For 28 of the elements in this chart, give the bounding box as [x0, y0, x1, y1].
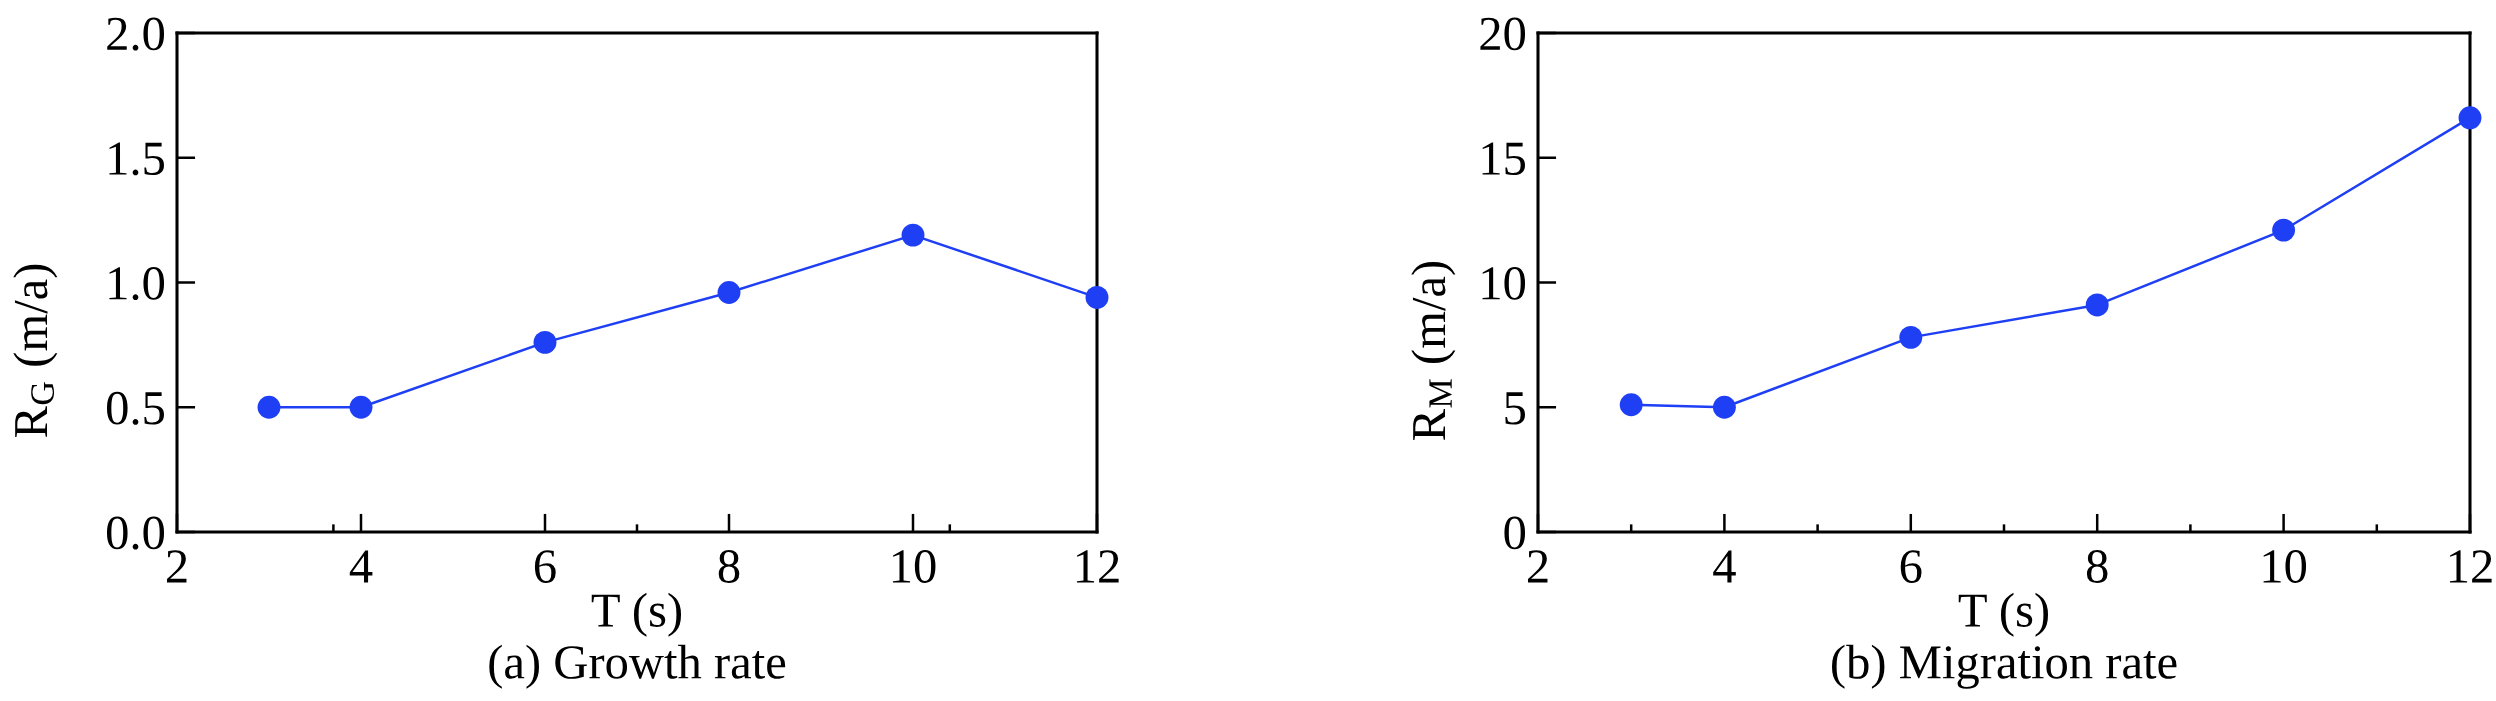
x-tick-label: 12 [1076, 550, 1119, 583]
y-tick-label: 0.5 [106, 391, 164, 425]
x-axis-title: T (s) [1958, 592, 2049, 637]
y-axis-title: R$_{G}$ (m/a) [13, 264, 58, 438]
x-tick-label: 6 [534, 550, 556, 583]
x-tick-label: 2 [1527, 550, 1548, 583]
x-tick-label: 12 [2449, 550, 2492, 583]
y-tick-label: 0.0 [106, 516, 165, 550]
y-tick-label: 2.0 [107, 17, 165, 51]
text: (b) Migration rate [1832, 644, 2177, 689]
y-tick-label: 5 [1505, 392, 1525, 425]
x-tick-label: 4 [1713, 550, 1736, 583]
y-axis-title: R$_{M}$ (m/a) [1411, 261, 1456, 441]
x-axis-title: T (s) [591, 592, 682, 637]
y-tick-label: 10 [1482, 267, 1526, 300]
y-tick-label: 1.5 [109, 142, 164, 176]
text: (a) Growth rate [489, 644, 786, 689]
x-tick-label: 6 [1900, 550, 1922, 583]
x-tick-label: 4 [349, 550, 373, 583]
y-tick-label: 0 [1504, 516, 1526, 550]
x-tick-label: 10 [892, 550, 936, 583]
y-tick-label: 20 [1480, 17, 1526, 51]
x-tick-label: 2 [166, 550, 187, 583]
x-tick-label: 8 [2086, 550, 2108, 583]
x-tick-label: 10 [2263, 550, 2307, 583]
y-tick-label: 1.0 [109, 267, 165, 301]
x-tick-label: 8 [718, 550, 740, 583]
y-tick-label: 15 [1482, 142, 1525, 176]
